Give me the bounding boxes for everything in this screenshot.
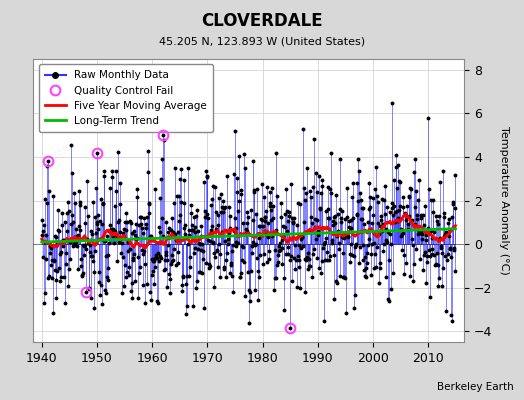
- Legend: Raw Monthly Data, Quality Control Fail, Five Year Moving Average, Long-Term Tren: Raw Monthly Data, Quality Control Fail, …: [39, 64, 213, 132]
- Text: 45.205 N, 123.893 W (United States): 45.205 N, 123.893 W (United States): [159, 36, 365, 46]
- Y-axis label: Temperature Anomaly (°C): Temperature Anomaly (°C): [499, 126, 509, 275]
- Text: CLOVERDALE: CLOVERDALE: [201, 12, 323, 30]
- Text: Berkeley Earth: Berkeley Earth: [437, 382, 514, 392]
